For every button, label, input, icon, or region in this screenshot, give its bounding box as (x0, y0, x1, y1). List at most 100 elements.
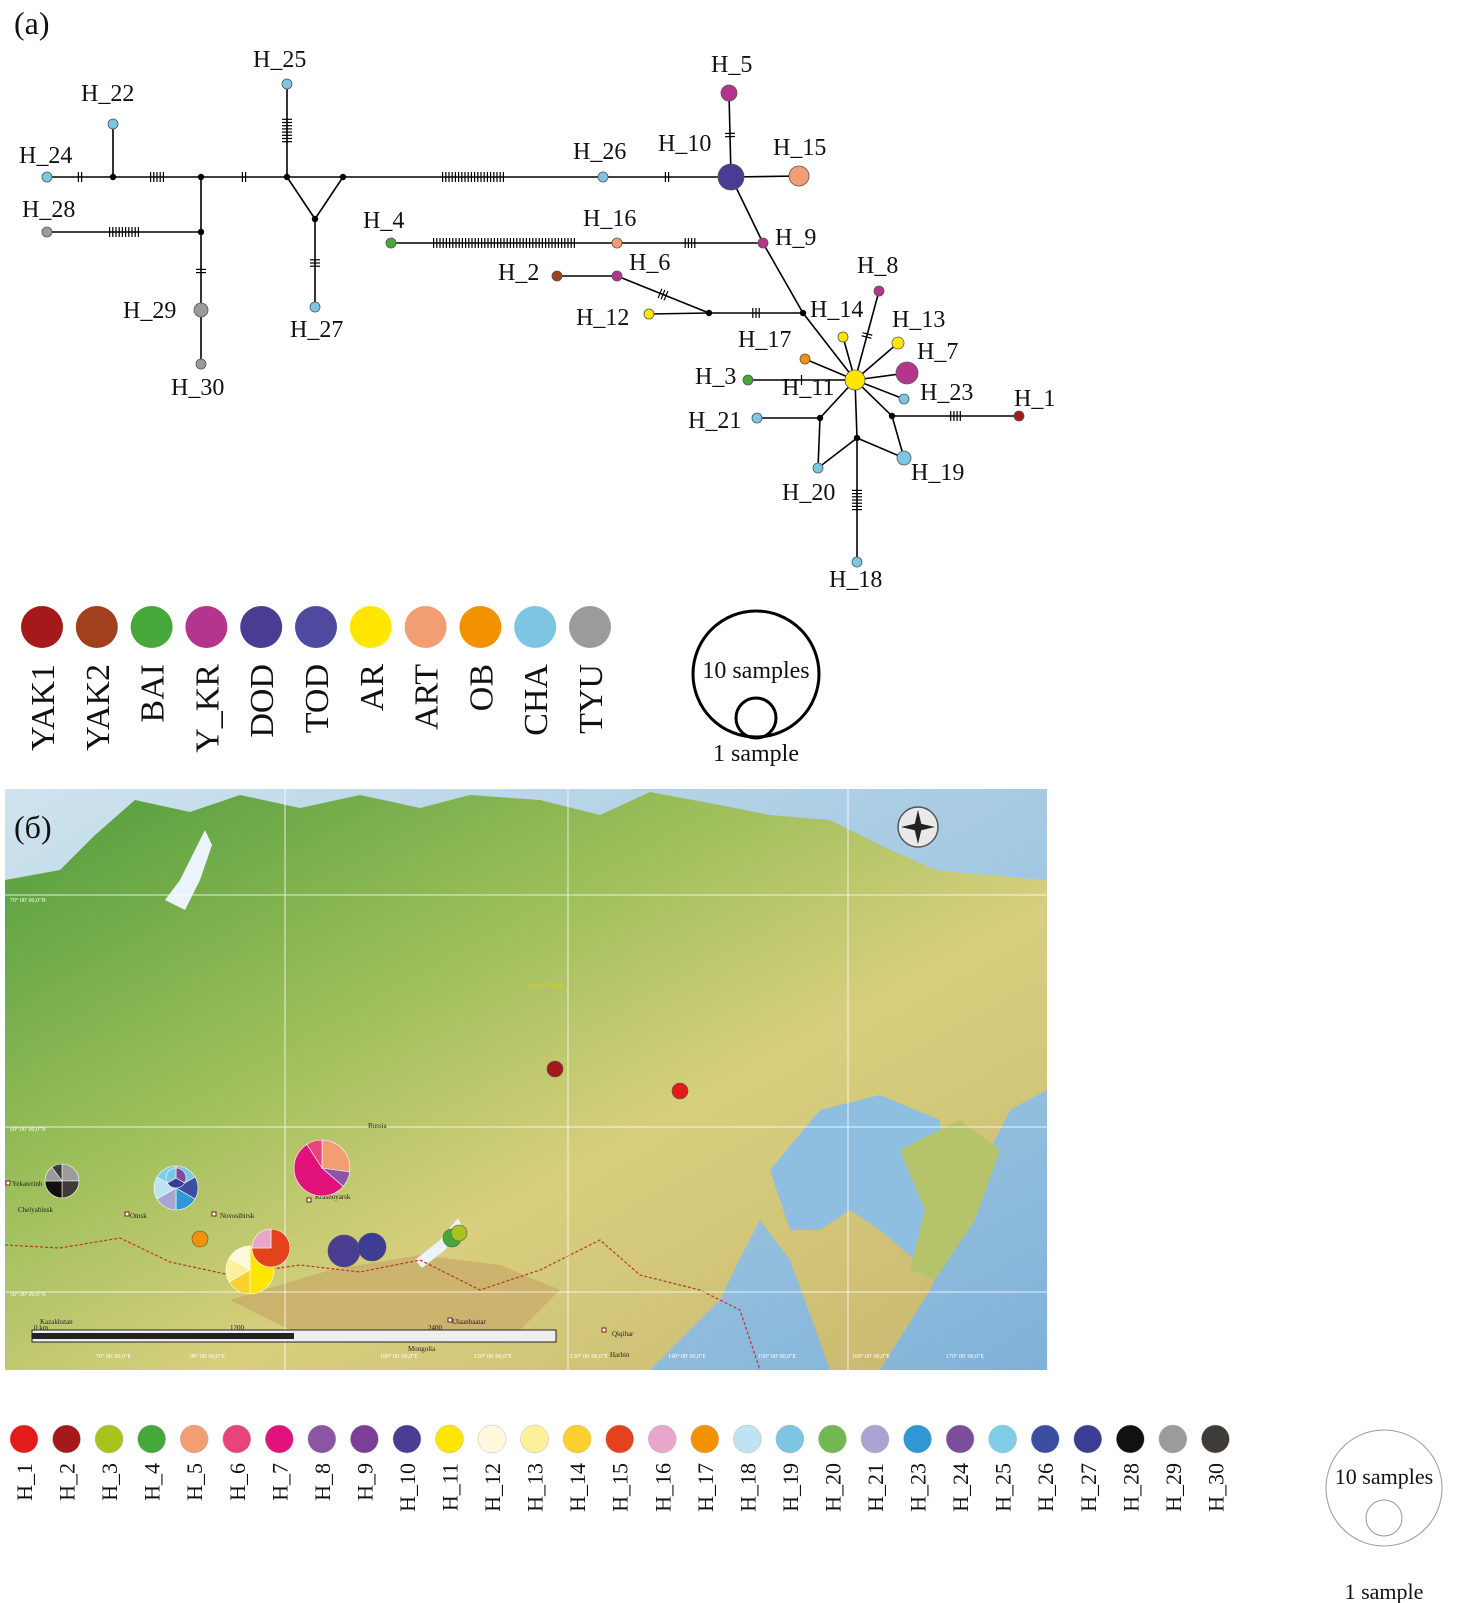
legend-swatch (514, 606, 557, 648)
legend-label: YAK1 (25, 664, 62, 751)
population-pie (293, 1139, 351, 1197)
haplotype-node-h-22 (107, 118, 119, 130)
latitude-label: 60° 00' 00,0"N (10, 1126, 46, 1133)
legend-swatch (459, 606, 502, 648)
network-edge (817, 437, 858, 469)
map-ob-gulf (165, 830, 212, 910)
population-pie (357, 1232, 387, 1262)
latitude-labels: 70° 00' 00,0"N 60° 00' 00,0"N 50° 00' 00,0… (10, 897, 46, 1298)
legend-swatch (179, 1424, 209, 1454)
legend-label: Y_KR (189, 664, 226, 753)
network-edge (802, 312, 856, 381)
longitude-label: 70° 00' 00,0"E (96, 1353, 131, 1360)
median-vector (109, 173, 117, 181)
population-pie (327, 1234, 361, 1268)
legend-label: TOD (299, 664, 336, 733)
haplotype-node-h-18 (851, 556, 863, 568)
median-vector (816, 414, 824, 422)
legend-swatch (477, 1424, 507, 1454)
legend-swatch (988, 1424, 1017, 1454)
scale-large-label: 10 samples (702, 658, 809, 684)
legend-swatch (222, 1424, 251, 1454)
legend-label: H_19 (778, 1463, 803, 1512)
population-pie (191, 1230, 209, 1248)
sample-size-scale-b: 10 samples 1 sample (1325, 1429, 1443, 1603)
label-krasnoyarsk: Krasnoyarsk (315, 1193, 351, 1201)
legend-label: H_11 (438, 1463, 463, 1511)
network-edge (762, 242, 804, 314)
label-mongolia: Mongolia (408, 1345, 436, 1353)
scale-b-small-label: 1 sample (1345, 1579, 1424, 1603)
legend-label: ART (409, 664, 446, 730)
legend-swatch (605, 1424, 634, 1454)
haplotype-label: H_17 (738, 327, 791, 353)
legend-swatch (1030, 1424, 1060, 1454)
legend-label: AR (354, 664, 391, 712)
legend-swatch (818, 1424, 847, 1454)
legend-swatch (392, 1424, 422, 1454)
longitude-label: 140° 00' 00,0"E (668, 1353, 706, 1360)
network-edge (648, 312, 710, 315)
haplotype-label: H_11 (782, 375, 834, 401)
legend-swatch (9, 1424, 39, 1454)
legend-label: H_21 (863, 1463, 888, 1512)
scale-circle-small (734, 696, 778, 740)
scalebar-1200: 1200 (230, 1324, 245, 1332)
mutation-tick (660, 289, 666, 300)
haplotype-label: H_29 (123, 298, 176, 324)
haplotype-label: H_25 (253, 47, 306, 73)
label-novosibirsk: Novosibirsk (220, 1212, 255, 1220)
legend-label: H_15 (608, 1463, 633, 1512)
legend-label: H_17 (693, 1463, 718, 1512)
legend-swatch (295, 606, 337, 648)
haplotype-label: H_21 (688, 408, 741, 434)
legend-swatch (520, 1424, 549, 1454)
legend-swatch (350, 1424, 379, 1454)
network-edges (47, 84, 1019, 562)
pie-slice (546, 1060, 564, 1078)
legend-label: H_30 (1203, 1463, 1228, 1512)
haplotype-node-h-19 (896, 450, 912, 466)
haplotype-label: H_18 (829, 567, 882, 593)
scalebar-0: 0 km (34, 1324, 49, 1332)
haplotype-node-h-7 (895, 361, 919, 385)
population-pie (671, 1082, 689, 1100)
label-chelyabinsk: Chelyabinsk (18, 1206, 53, 1214)
legend-label: H_29 (1161, 1463, 1186, 1512)
longitude-label: 120° 00' 00,0"E (474, 1353, 512, 1360)
population-pie (546, 1060, 564, 1078)
longitude-label: 100° 00' 00,0"E (380, 1353, 418, 1360)
haplotype-node-h-20 (812, 462, 824, 474)
panel-a: (a) H_1H_2H_3H_4H_5H_6H_7H_8H_9H_10H_11H… (14, 5, 1055, 767)
haplotype-label: H_4 (363, 208, 404, 234)
haplotype-label: H_6 (629, 250, 670, 276)
haplotype-node-h-23 (898, 393, 910, 405)
legend-label: OB (463, 664, 500, 711)
haplotype-label: H_5 (711, 52, 752, 78)
legend-label: H_25 (991, 1463, 1016, 1512)
legend-label: H_24 (948, 1463, 973, 1512)
legend-swatch (860, 1424, 890, 1454)
median-vector (283, 173, 291, 181)
legend-swatch (130, 606, 173, 648)
haplotype-label: H_1 (1014, 386, 1055, 412)
haplotype-label: H_16 (583, 206, 636, 232)
legend-label: H_7 (267, 1463, 292, 1501)
haplotype-node-h-4 (385, 237, 397, 249)
median-vector (705, 309, 713, 317)
haplotype-legend: H_1 H_2 H_3 H_4 H_5 H_6 H_7 H_8 H_9 H_10 H_11 H_12 H… (9, 1424, 1230, 1512)
legend-label: YAK2 (80, 664, 117, 751)
legend-label: H_8 (310, 1463, 335, 1501)
label-qiqihar: Qiqihar (612, 1330, 634, 1338)
legend-label: H_2 (55, 1463, 80, 1501)
compass-rose-icon (897, 806, 939, 848)
population-legend: YAK1 YAK2 BAI Y_KR DOD TOD AR ART OB CHA TYU (21, 606, 611, 753)
haplotype-label: H_10 (658, 131, 711, 157)
legend-label: H_16 (650, 1463, 675, 1512)
longitude-label: 160° 00' 00,0"E (852, 1353, 890, 1360)
longitude-label: 150° 00' 00,0"E (758, 1353, 796, 1360)
scale-small-label: 1 sample (713, 741, 799, 767)
haplotype-label: H_30 (171, 375, 224, 401)
legend-label: H_28 (1118, 1463, 1143, 1512)
network-edge (817, 417, 821, 469)
